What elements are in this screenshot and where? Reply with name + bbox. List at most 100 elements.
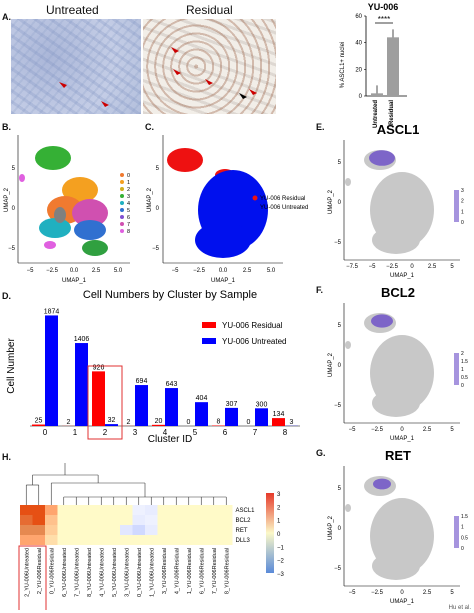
- scale-label: 3: [461, 188, 464, 194]
- x-tick-label: 8: [283, 428, 288, 437]
- cluster-bar-chart: Cell Numbers by Cluster by Sample Cell Nu…: [6, 289, 300, 445]
- legend-swatch: [202, 338, 216, 344]
- heatmap-cell: [145, 505, 158, 515]
- legend-marker: [120, 201, 124, 205]
- x-tick-label: −5: [172, 268, 180, 274]
- panel-label-c: C.: [145, 122, 154, 132]
- column-label: 0_YU-006Residual: [49, 548, 55, 594]
- legend-label: YU-006 Untreated: [260, 205, 308, 211]
- heatmap-cell: [120, 515, 133, 525]
- arrow-marker: [173, 69, 181, 75]
- untreated-title: Untreated: [46, 3, 99, 17]
- x-tick-label: 0: [43, 428, 48, 437]
- y-axis-label: UMAP_2: [147, 187, 153, 212]
- scale-label: 1: [461, 367, 464, 373]
- x-tick-label: 3: [133, 428, 138, 437]
- y-tick-label: 0: [359, 94, 363, 100]
- legend-marker: [252, 204, 258, 210]
- scale-label: 1.5: [461, 359, 468, 365]
- heatmap-cell: [157, 505, 170, 515]
- x-tick-label: −5: [27, 268, 35, 274]
- x-axis-label: UMAP_1: [211, 278, 236, 284]
- y-axis-label: UMAP_2: [328, 515, 334, 540]
- heatmap-cell: [157, 515, 170, 525]
- column-label: 7_YU-006Residual: [212, 548, 218, 594]
- heatmap-cell: [57, 525, 70, 535]
- bar-untreated: [225, 407, 238, 426]
- x-tick-label: 2.5: [243, 268, 252, 274]
- heatmap-cell: [57, 505, 70, 515]
- x-axis-label: UMAP_1: [390, 273, 415, 279]
- heatmap-cell: [220, 535, 233, 545]
- highlight-box: [18, 545, 47, 610]
- y-tick-label: −5: [334, 566, 342, 572]
- heatmap-cell: [70, 505, 83, 515]
- x-tick-label: 6: [223, 428, 228, 437]
- data-label: 404: [196, 395, 208, 402]
- x-tick-label: 0: [400, 590, 404, 596]
- heatmap-cell: [170, 505, 183, 515]
- column-label: 5_YU-006Untreated: [112, 548, 118, 597]
- data-label: 3: [290, 419, 294, 426]
- heatmap-cell: [57, 515, 70, 525]
- scale-label: 3: [277, 492, 281, 498]
- x-tick-label: −2.5: [46, 268, 59, 274]
- data-label: 134: [273, 411, 285, 418]
- color-scale: [454, 353, 459, 385]
- x-tick-label: 5: [450, 264, 454, 270]
- data-label: 25: [35, 418, 43, 425]
- column-label: 7_YU-006Untreated: [74, 548, 80, 597]
- data-label: 694: [136, 378, 148, 385]
- column-label: 8_YU-006Residual: [224, 548, 230, 594]
- y-tick-label: −5: [152, 246, 160, 252]
- heatmap-cell: [82, 535, 95, 545]
- panel-label-h: H.: [2, 452, 11, 462]
- scale-label: 0: [461, 383, 464, 389]
- x-tick-label: 0: [400, 427, 404, 433]
- bar-residual: [152, 424, 165, 426]
- feature-title: ASCL1: [377, 122, 420, 137]
- legend-label: YU-006 Residual: [260, 196, 305, 202]
- heatmap-cell: [95, 535, 108, 545]
- heatmap-cell: [145, 525, 158, 535]
- bar-untreated: [255, 408, 268, 426]
- heatmap-cell: [95, 525, 108, 535]
- y-tick-label: 5: [338, 486, 342, 492]
- scale-label: 2: [277, 505, 281, 511]
- data-label: 926: [93, 364, 105, 371]
- data-label: 1406: [74, 336, 90, 343]
- umap-sample-plot: UMAP_2 YU-006 Residual YU-006 Untreated −…: [147, 135, 308, 284]
- x-tick-label: −7.5: [346, 264, 359, 270]
- legend-marker: [252, 195, 258, 201]
- feature-title: BCL2: [381, 285, 415, 300]
- bar-residual: [387, 37, 399, 96]
- ascl1-feature-plot: ASCL1 UMAP_2 3 2 1 0 −7.5 −5 −2.5 0 2.5 5 5 0 −5 UMAP_1: [328, 122, 464, 279]
- heatmap-cell: [32, 525, 45, 535]
- x-axis-label: UMAP_1: [390, 436, 415, 442]
- heatmap-cell: [182, 505, 195, 515]
- arrow-marker: [101, 101, 109, 107]
- scale-label: 0: [461, 546, 464, 552]
- x-axis-label: UMAP_1: [390, 599, 415, 605]
- y-tick-label: 0: [338, 363, 342, 369]
- bar-untreated: [135, 385, 148, 426]
- heatmap-cell: [132, 525, 145, 535]
- row-label: DLL3: [236, 538, 251, 544]
- heatmap-cell: [157, 535, 170, 545]
- y-tick-label: −5: [334, 240, 342, 246]
- x-tick-label: 0: [410, 264, 414, 270]
- scale-label: 1: [277, 519, 281, 525]
- y-tick-label: 0: [156, 206, 160, 212]
- legend-marker: [120, 180, 124, 184]
- legend-swatch: [202, 322, 216, 328]
- column-label: 2_YU-006Residual: [37, 548, 43, 594]
- x-tick-label: 0.0: [70, 268, 79, 274]
- heatmap-cell: [195, 535, 208, 545]
- y-tick-label: 5: [12, 166, 16, 172]
- heatmap-cell: [182, 525, 195, 535]
- legend-label: 5: [127, 208, 130, 214]
- x-tick-label: 5.0: [114, 268, 123, 274]
- heatmap-cell: [45, 525, 58, 535]
- chart-title: YU-006: [368, 2, 399, 12]
- heatmap-cell: [132, 505, 145, 515]
